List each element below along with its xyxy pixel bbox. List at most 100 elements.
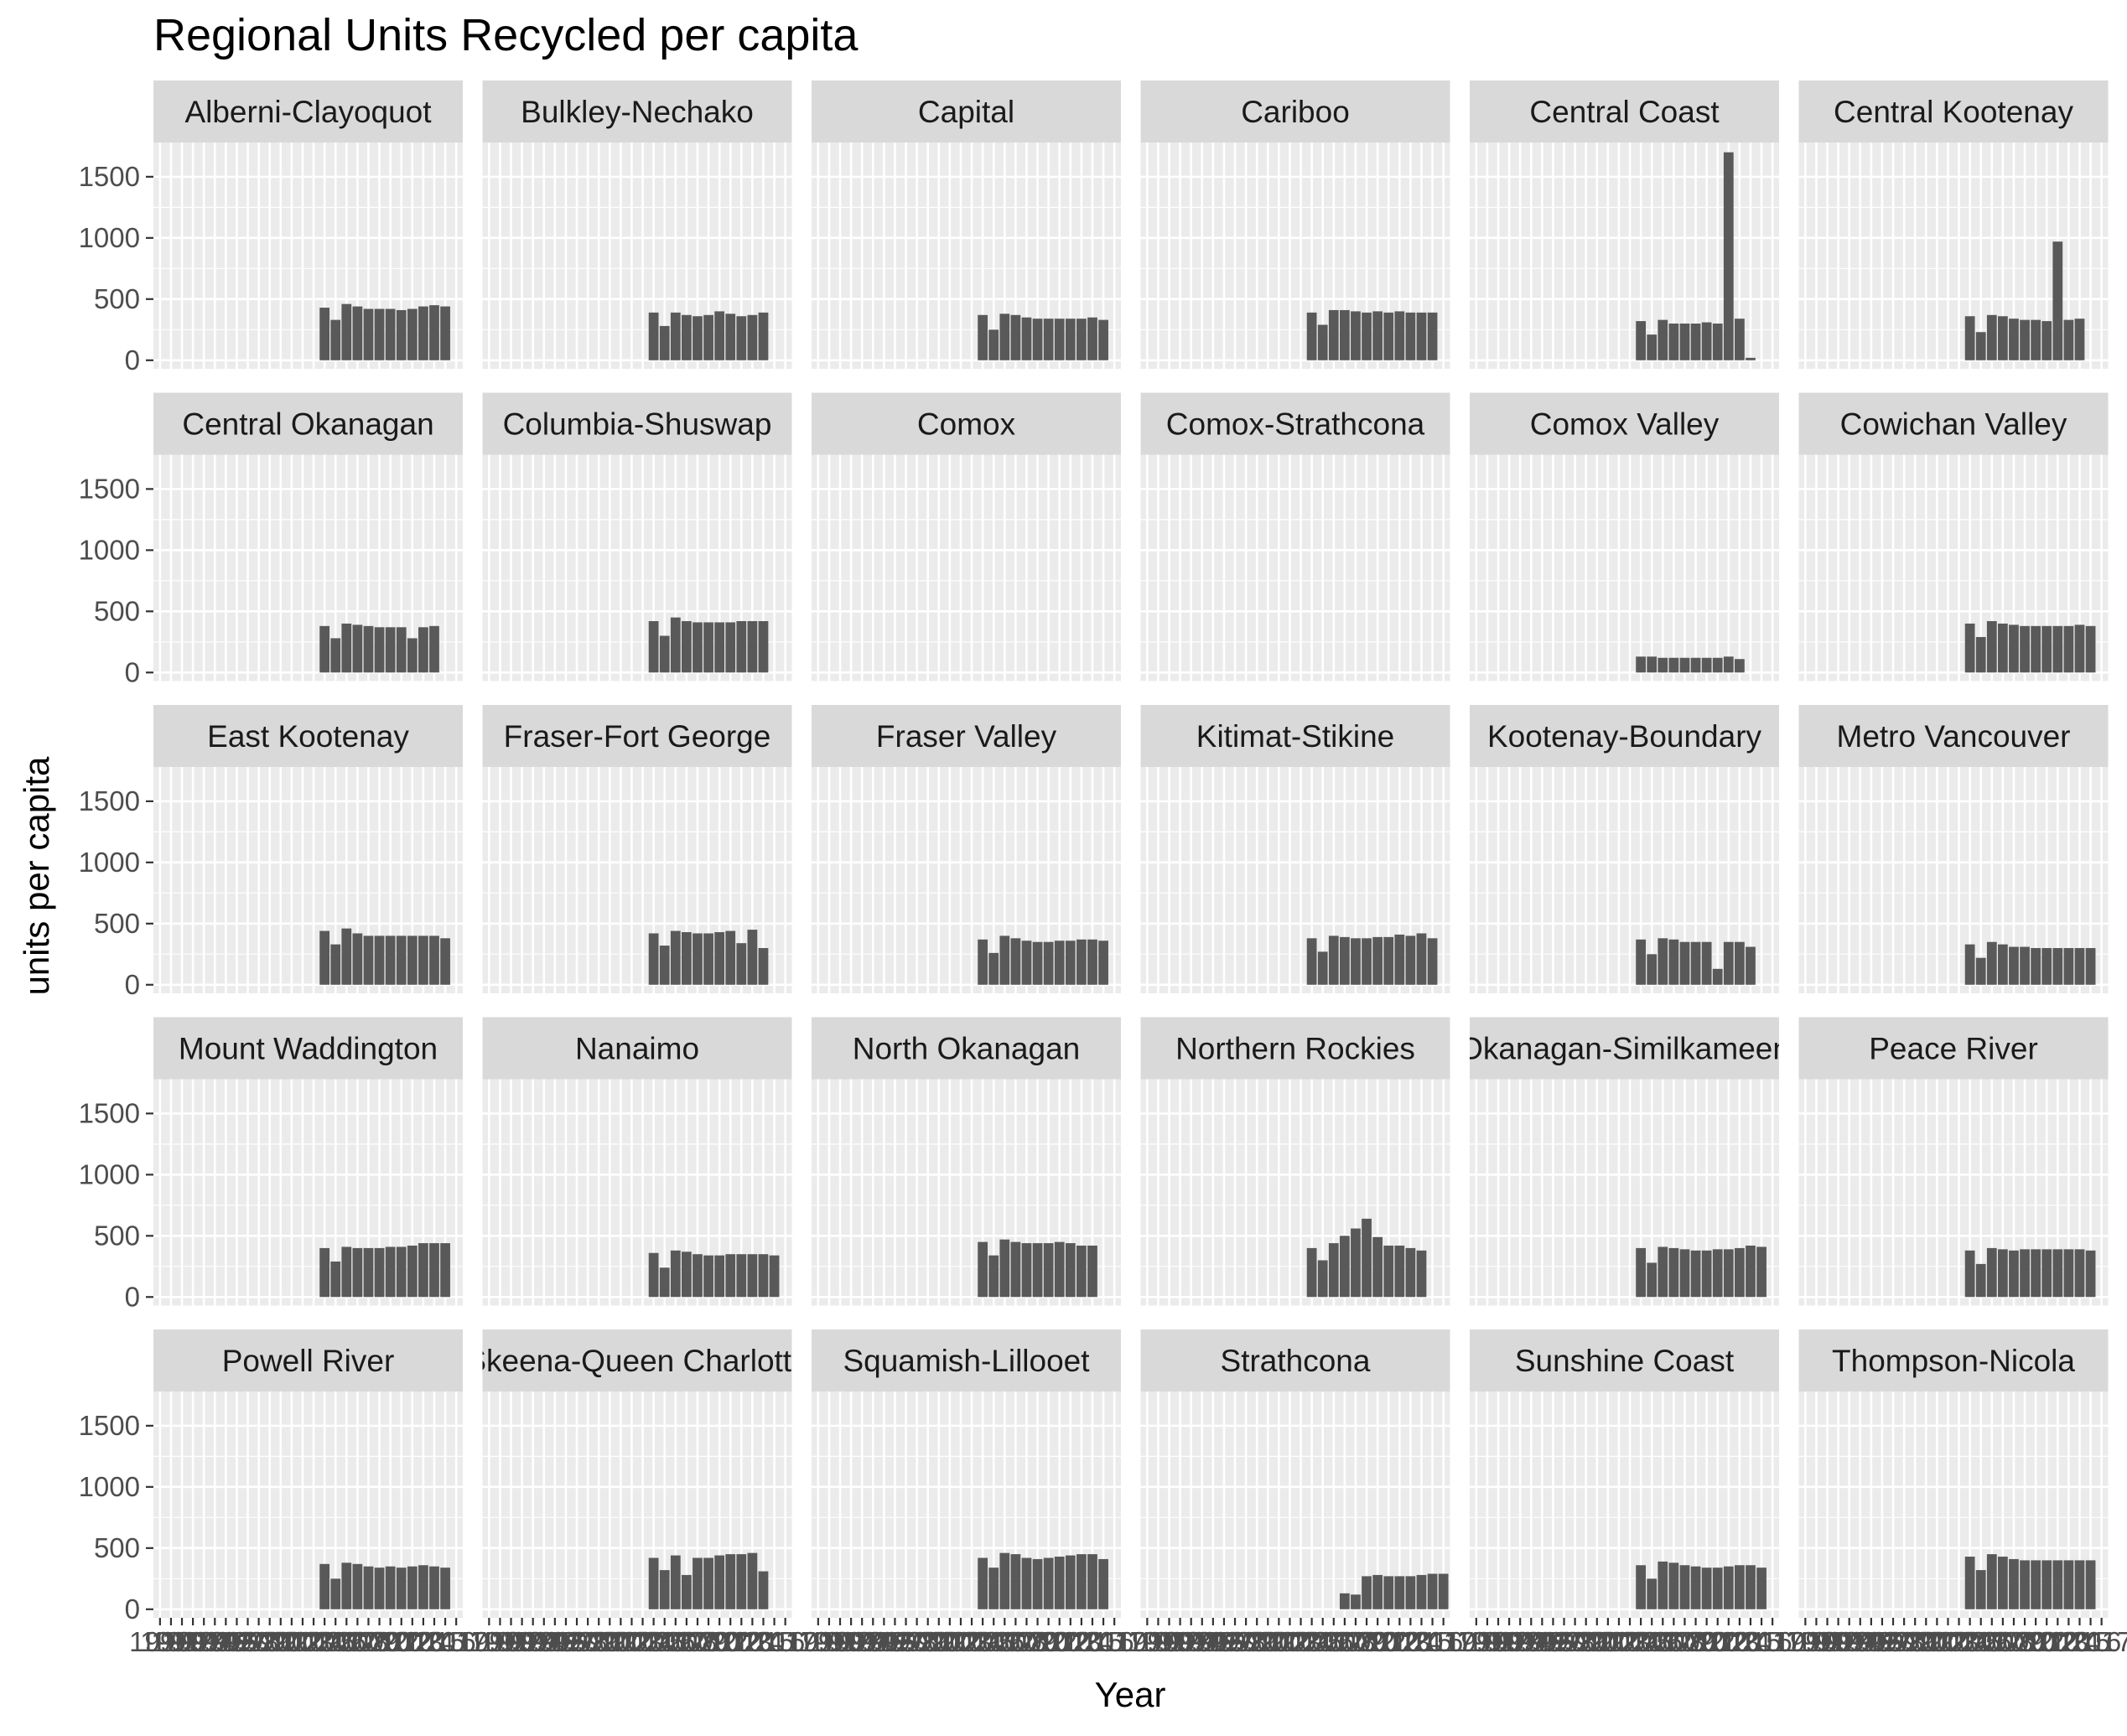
bar-cowichan-valley-2015 xyxy=(2074,624,2085,673)
bar-alberni-clayoquot-2015 xyxy=(429,305,439,360)
x-tick-label: 2001 xyxy=(250,1626,311,1657)
x-tick-label: 2004 xyxy=(941,1626,1002,1657)
bar-alberni-clayoquot-2005 xyxy=(319,308,330,360)
x-tick-label: 2002 xyxy=(1907,1626,1968,1657)
bar-columbia-shuswap-2011 xyxy=(714,622,725,673)
panel-background xyxy=(1140,454,1450,681)
x-tick-label: 2012 xyxy=(371,1626,432,1657)
bar-okanagan-similkameen-2014 xyxy=(1735,1247,1745,1298)
bar-north-okanagan-2008 xyxy=(1010,1241,1021,1298)
facet-strip xyxy=(153,705,463,767)
x-tick-label: 1995 xyxy=(184,1626,246,1657)
x-tick-label: 2017 xyxy=(755,1626,816,1657)
bar-cariboo-2005 xyxy=(1306,312,1317,360)
bar-fraser-valley-2012 xyxy=(1054,941,1065,985)
facet-strip xyxy=(1140,1329,1450,1391)
bar-nanaimo-2008 xyxy=(681,1251,692,1298)
bar-metro-vancouver-2015 xyxy=(2074,948,2085,985)
bar-kitimat-stikine-2005 xyxy=(1306,938,1317,985)
bar-thompson-nicola-2015 xyxy=(2074,1560,2085,1609)
bar-strathcona-2013 xyxy=(1394,1576,1405,1609)
bar-central-kootenay-2011 xyxy=(2031,319,2041,360)
bar-fraser-valley-2005 xyxy=(978,939,988,985)
facet-panel-kitimat-stikine: Kitimat-Stikine xyxy=(1140,705,1450,993)
x-tick-label: 2004 xyxy=(1928,1626,1990,1657)
bar-nanaimo-2010 xyxy=(703,1255,713,1298)
y-tick-label: 1500 xyxy=(79,785,140,816)
bar-fraser-fort-george-2012 xyxy=(725,930,736,985)
bar-peace-river-2010 xyxy=(2020,1249,2030,1298)
bar-strathcona-2014 xyxy=(1405,1576,1416,1609)
x-tick-label: 1992 xyxy=(480,1626,542,1657)
bar-central-coast-2010 xyxy=(1690,324,1701,360)
x-tick-label: 2005 xyxy=(1281,1626,1342,1657)
bar-skeena-queen-charlotte-2015 xyxy=(758,1571,769,1609)
bar-metro-vancouver-2010 xyxy=(2020,946,2030,985)
bar-alberni-clayoquot-2016 xyxy=(440,306,450,360)
bar-okanagan-similkameen-2009 xyxy=(1679,1249,1690,1298)
bar-alberni-clayoquot-2010 xyxy=(374,308,385,360)
x-tick-label: 2007 xyxy=(645,1626,706,1657)
bar-north-okanagan-2006 xyxy=(988,1255,999,1298)
bar-east-kootenay-2010 xyxy=(374,935,385,985)
bar-mount-waddington-2010 xyxy=(374,1247,385,1298)
bar-capital-2015 xyxy=(1087,317,1097,360)
bar-east-kootenay-2013 xyxy=(407,935,418,985)
x-tick-label: 2014 xyxy=(392,1626,454,1657)
facet-panel-peace-river: Peace River xyxy=(1798,1017,2109,1306)
x-tick-label: 2015 xyxy=(1720,1626,1781,1657)
x-tick-label: 2011 xyxy=(690,1626,750,1657)
bar-columbia-shuswap-2013 xyxy=(736,620,747,673)
bar-comox-valley-2013 xyxy=(1723,656,1734,673)
x-tick-label: 1994 xyxy=(502,1626,563,1657)
bar-fraser-fort-george-2005 xyxy=(648,933,659,985)
x-tick-label: 2006 xyxy=(1950,1626,2011,1657)
bar-okanagan-similkameen-2015 xyxy=(1746,1245,1756,1298)
x-tick-label: 2005 xyxy=(1939,1626,2000,1657)
bar-cowichan-valley-2014 xyxy=(2063,625,2074,673)
bar-capital-2014 xyxy=(1076,319,1087,360)
bar-okanagan-similkameen-2005 xyxy=(1636,1247,1647,1298)
bar-okanagan-similkameen-2011 xyxy=(1701,1250,1712,1298)
bar-central-coast-2013 xyxy=(1723,152,1734,360)
bar-powell-river-2007 xyxy=(341,1562,352,1609)
x-tick-label: 1990 xyxy=(1775,1626,1836,1657)
x-tick-label: 2016 xyxy=(2060,1626,2121,1657)
facet-strip-label: Okanagan-Similkameen xyxy=(1459,1032,1790,1066)
x-tick-label: 2013 xyxy=(1698,1626,1759,1657)
bar-central-kootenay-2015 xyxy=(2074,319,2085,360)
x-tick-label: 1995 xyxy=(843,1626,904,1657)
bar-central-okanagan-2006 xyxy=(330,638,341,673)
facet-panel-cariboo: Cariboo xyxy=(1140,80,1450,369)
bar-capital-2016 xyxy=(1098,319,1108,360)
x-tick-label: 2001 xyxy=(1566,1626,1627,1657)
bar-sunshine-coast-2008 xyxy=(1668,1562,1679,1609)
x-tick-label: 2011 xyxy=(1019,1626,1078,1657)
bar-thompson-nicola-2016 xyxy=(2085,1560,2096,1609)
bar-central-okanagan-2007 xyxy=(341,623,352,673)
bar-east-kootenay-2014 xyxy=(418,935,428,985)
facet-strip xyxy=(482,705,792,767)
facet-strip xyxy=(1140,80,1450,143)
x-tick-label: 2006 xyxy=(1292,1626,1353,1657)
bar-fraser-fort-george-2006 xyxy=(659,946,670,985)
x-tick-label: 1993 xyxy=(491,1626,553,1657)
bar-central-kootenay-2007 xyxy=(1986,314,1997,360)
bar-central-okanagan-2005 xyxy=(319,625,330,673)
bar-nanaimo-2006 xyxy=(659,1267,670,1298)
x-tick-label: 1998 xyxy=(1533,1626,1595,1657)
x-tick-label: 2000 xyxy=(239,1626,300,1657)
x-tick-label: 2002 xyxy=(261,1626,322,1657)
x-tick-label: 1993 xyxy=(820,1626,881,1657)
bar-okanagan-similkameen-2010 xyxy=(1690,1250,1701,1298)
x-tick-label: 2003 xyxy=(930,1626,991,1657)
facet-strip xyxy=(1798,392,2109,455)
x-tick-label: 2004 xyxy=(1599,1626,1660,1657)
bar-squamish-lillooet-2008 xyxy=(1010,1554,1021,1609)
bar-metro-vancouver-2008 xyxy=(1997,944,2008,985)
bar-cariboo-2006 xyxy=(1317,324,1328,360)
y-tick-label: 1500 xyxy=(79,1097,140,1128)
bar-bulkley-nechako-2014 xyxy=(747,314,758,360)
bar-skeena-queen-charlotte-2012 xyxy=(725,1554,736,1609)
bar-kootenay-boundary-2012 xyxy=(1712,968,1723,985)
